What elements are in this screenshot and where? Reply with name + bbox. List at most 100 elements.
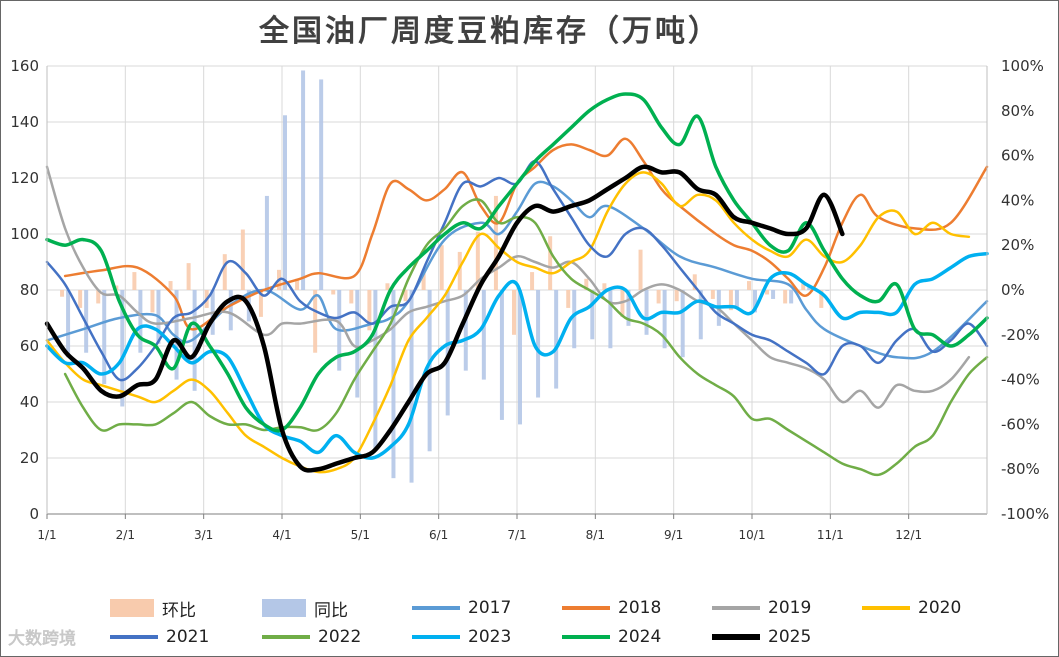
bar-同比 — [572, 290, 577, 349]
y2-tick-label: -60% — [1001, 415, 1040, 433]
bar-同比 — [192, 290, 197, 391]
x-tick-label: 5/1 — [351, 528, 370, 542]
watermark-logo: 大数跨境 — [8, 629, 76, 649]
bar-环比 — [638, 249, 643, 290]
series-line-2020 — [45, 171, 971, 474]
bar-同比 — [174, 290, 179, 380]
series-line-2019 — [45, 165, 971, 409]
bar-同比 — [355, 290, 360, 398]
series-line-2025 — [44, 164, 845, 473]
y-tick-label: 100 — [10, 225, 39, 243]
y2-tick-label: -100% — [1001, 505, 1049, 523]
bar-环比 — [475, 231, 480, 290]
x-tick-label: 2/1 — [116, 528, 135, 542]
legend-item-2022: 2022 — [262, 625, 361, 649]
legend-swatch — [562, 635, 610, 639]
y2-tick-label: 40% — [1001, 191, 1034, 209]
bar-同比 — [771, 290, 776, 299]
y2-tick-label: 0% — [1001, 281, 1025, 299]
legend-item-同比: 同比 — [262, 596, 348, 621]
legend-swatch — [110, 635, 158, 639]
line-series — [44, 92, 989, 477]
bar-环比 — [96, 290, 101, 304]
bar-环比 — [493, 195, 498, 290]
bar-series — [60, 70, 830, 483]
legend-label: 2025 — [768, 627, 812, 647]
legend-swatch — [262, 635, 310, 639]
bar-同比 — [66, 290, 71, 358]
bar-环比 — [512, 290, 516, 335]
bar-同比 — [445, 290, 450, 416]
legend-swatch — [562, 606, 610, 610]
y-tick-label: 140 — [10, 113, 39, 131]
x-tick-label: 4/1 — [272, 528, 291, 542]
y2-tick-label: -20% — [1001, 326, 1040, 344]
axes: 0 20 40 60 80 100 120 140 160 -100% -80% -60% -40% -2… — [10, 57, 1049, 542]
bar-环比 — [783, 290, 788, 304]
x-tick-label: 9/1 — [664, 528, 683, 542]
bar-同比 — [499, 290, 504, 420]
bar-同比 — [102, 290, 107, 385]
bar-环比 — [258, 290, 263, 317]
bar-环比 — [656, 290, 661, 304]
bar-环比 — [78, 290, 83, 308]
bar-同比 — [825, 290, 830, 291]
legend-item-2024: 2024 — [562, 625, 661, 649]
bar-同比 — [409, 290, 414, 483]
bar-同比 — [680, 290, 685, 358]
x-tick-label: 1/1 — [37, 528, 56, 542]
bar-同比 — [590, 290, 595, 340]
bar-同比 — [518, 290, 522, 425]
bar-同比 — [301, 70, 306, 290]
bar-同比 — [662, 290, 667, 349]
bar-同比 — [463, 290, 468, 371]
bar-环比 — [566, 290, 571, 308]
x-tick-label: 7/1 — [507, 528, 526, 542]
legend-label: 同比 — [314, 600, 348, 621]
bar-环比 — [457, 251, 462, 290]
x-tick-label: 3/1 — [194, 528, 213, 542]
legend-label: 2017 — [468, 598, 512, 618]
x-tick-label: 11/1 — [817, 528, 844, 542]
bar-环比 — [584, 278, 589, 290]
legend-swatch — [412, 635, 460, 639]
bar-同比 — [698, 290, 703, 340]
legend-label: 2022 — [318, 627, 362, 647]
bar-环比 — [692, 274, 697, 290]
bar-环比 — [367, 290, 372, 331]
legend-item-2025: 2025 — [712, 625, 811, 649]
legend-item-2018: 2018 — [562, 596, 661, 620]
legend-item-2020: 2020 — [862, 596, 961, 620]
bar-同比 — [481, 290, 486, 380]
bar-环比 — [349, 290, 354, 304]
bar-环比 — [747, 281, 751, 290]
bar-环比 — [186, 263, 191, 290]
bar-环比 — [403, 290, 408, 302]
legend-swatch — [262, 599, 306, 617]
bar-同比 — [644, 290, 649, 335]
bar-环比 — [385, 283, 390, 290]
bar-同比 — [536, 290, 541, 398]
bar-同比 — [789, 290, 794, 304]
legend-swatch — [712, 606, 760, 610]
bar-同比 — [138, 290, 143, 353]
bar-同比 — [391, 290, 396, 479]
legend-swatch — [412, 606, 460, 610]
bar-同比 — [626, 290, 631, 326]
y2-tick-label: 60% — [1001, 147, 1034, 165]
bar-同比 — [608, 290, 613, 349]
legend-item-2023: 2023 — [412, 625, 511, 649]
bar-同比 — [734, 290, 739, 308]
bar-同比 — [753, 290, 757, 313]
legend-item-环比: 环比 — [110, 596, 196, 621]
bar-环比 — [765, 290, 770, 295]
series-line-2023 — [45, 251, 989, 460]
bar-环比 — [530, 272, 535, 290]
bar-环比 — [801, 283, 806, 290]
legend-label: 环比 — [162, 600, 196, 621]
legend-label: 2018 — [618, 598, 662, 618]
x-tick-label: 6/1 — [429, 528, 448, 542]
bar-环比 — [620, 290, 625, 317]
chart-title: 全国油厂周度豆粕库存（万吨） — [259, 14, 721, 49]
x-tick-label: 12/1 — [895, 528, 922, 542]
